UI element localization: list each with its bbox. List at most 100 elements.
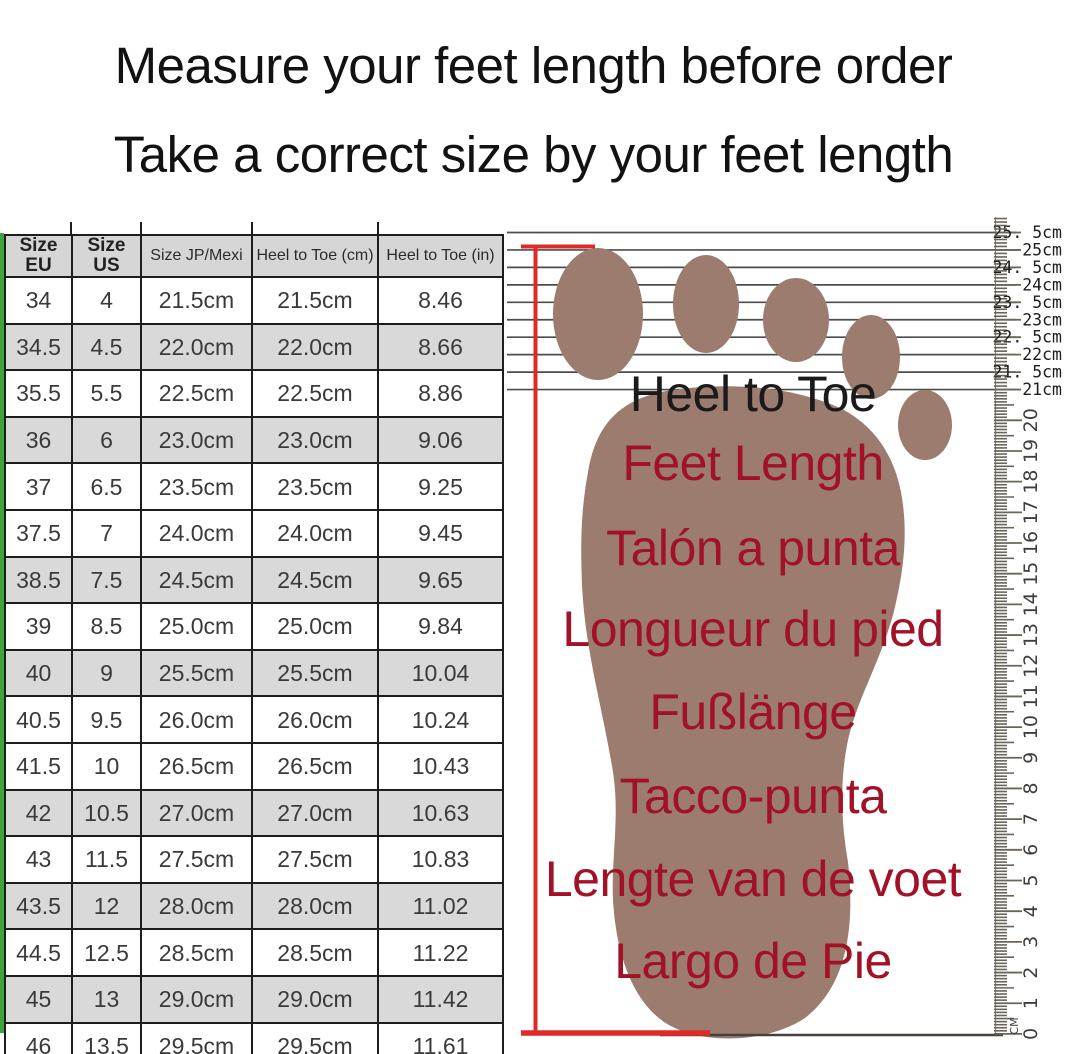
size-cell: 9.45 xyxy=(377,508,504,558)
size-cell: 4 xyxy=(71,276,142,325)
size-cell: 7 xyxy=(71,508,142,558)
foot-length-label: Heel to Toe xyxy=(629,366,877,422)
size-cell: 22.5cm xyxy=(140,369,253,418)
size-cell: 25.5cm xyxy=(251,648,379,698)
column-header: Heel to Toe (in) xyxy=(377,234,504,278)
foot-length-label: Tacco-punta xyxy=(619,768,887,824)
size-cell: 24.5cm xyxy=(140,555,253,605)
size-cell: 11.61 xyxy=(377,1021,504,1054)
ruler-unit-label: CM xyxy=(1008,1017,1021,1034)
size-cell: 38.5 xyxy=(4,555,73,605)
page-title-line2: Take a correct size by your feet length xyxy=(113,126,954,183)
table-row: 44.5 12.5 28.5cm 28.5cm 11.22 xyxy=(4,928,504,977)
ruler-number: 12 xyxy=(1020,654,1042,678)
ruler-cm-label: 21cm xyxy=(1022,380,1062,399)
ruler-cm-label: 22cm xyxy=(1022,345,1062,364)
page-title-line1: Measure your feet length before order xyxy=(114,37,953,94)
size-chart-body: 34 4 21.5cm 21.5cm 8.46 34.5 4.5 22.0cm 22.0cm 8.… xyxy=(4,276,504,1054)
size-cell: 37 xyxy=(4,462,73,511)
size-cell: 45 xyxy=(4,974,73,1024)
ruler-number: 4 xyxy=(1020,905,1042,917)
size-cell: 6 xyxy=(71,415,142,465)
table-row: 37 6.5 23.5cm 23.5cm 9.25 xyxy=(4,462,504,511)
table-border-stub xyxy=(70,222,72,234)
ruler-number: 8 xyxy=(1020,782,1042,794)
size-cell: 28.0cm xyxy=(251,881,379,931)
second-toe-shape xyxy=(673,255,739,353)
size-cell: 29.5cm xyxy=(140,1021,253,1054)
size-cell: 24.0cm xyxy=(251,508,379,558)
size-cell: 29.0cm xyxy=(140,974,253,1024)
size-cell: 10.83 xyxy=(377,835,504,884)
ruler-number: 6 xyxy=(1020,844,1042,856)
size-chart-table: Size EU Size US Size JP/Mexi Heel to Toe (c… xyxy=(4,234,504,1054)
size-cell: 7.5 xyxy=(71,555,142,605)
foot-length-label: Lengte van de voet xyxy=(544,851,962,907)
size-cell: 13 xyxy=(71,974,142,1024)
size-cell: 24.0cm xyxy=(140,508,253,558)
size-cell: 8.46 xyxy=(377,276,504,325)
size-cell: 12.5 xyxy=(71,928,142,977)
sole-shape xyxy=(581,386,905,1039)
big-toe-shape xyxy=(553,248,643,380)
foot-length-label: Talón a punta xyxy=(606,520,900,576)
size-cell: 28.0cm xyxy=(140,881,253,931)
size-cell: 27.5cm xyxy=(140,835,253,884)
size-cell: 9 xyxy=(71,648,142,698)
ruler-cm-label: 21. 5cm xyxy=(992,363,1062,382)
size-cell: 13.5 xyxy=(71,1021,142,1054)
ruler-number: 10 xyxy=(1020,715,1042,739)
foot-length-label: Largo de Pie xyxy=(614,933,892,989)
size-cell: 27.5cm xyxy=(251,835,379,884)
little-toe-shape xyxy=(898,390,952,460)
table-row: 38.5 7.5 24.5cm 24.5cm 9.65 xyxy=(4,555,504,605)
size-cell: 39 xyxy=(4,602,73,651)
size-cell: 26.0cm xyxy=(140,695,253,744)
ruler-cm-label: 25. 5cm xyxy=(992,223,1062,242)
size-cell: 8.86 xyxy=(377,369,504,418)
foot-length-label: Feet Length xyxy=(622,435,884,491)
size-cell: 28.5cm xyxy=(251,928,379,977)
size-cell: 10.24 xyxy=(377,695,504,744)
size-cell: 44.5 xyxy=(4,928,73,977)
size-cell: 42 xyxy=(4,788,73,838)
table-border-stub xyxy=(140,222,142,234)
table-row: 40.5 9.5 26.0cm 26.0cm 10.24 xyxy=(4,695,504,744)
size-cell: 25.0cm xyxy=(140,602,253,651)
size-cell: 27.0cm xyxy=(140,788,253,838)
size-cell: 10.63 xyxy=(377,788,504,838)
size-cell: 24.5cm xyxy=(251,555,379,605)
table-row: 45 13 29.0cm 29.0cm 11.42 xyxy=(4,974,504,1024)
size-cell: 27.0cm xyxy=(251,788,379,838)
size-cell: 9.25 xyxy=(377,462,504,511)
size-cell: 26.0cm xyxy=(251,695,379,744)
size-cell: 37.5 xyxy=(4,508,73,558)
column-header: Size JP/Mexi xyxy=(140,234,253,278)
size-cell: 11.02 xyxy=(377,881,504,931)
size-cell: 11.42 xyxy=(377,974,504,1024)
size-cell: 11.22 xyxy=(377,928,504,977)
size-cell: 41.5 xyxy=(4,741,73,791)
size-cell: 36 xyxy=(4,415,73,465)
size-cell: 23.0cm xyxy=(251,415,379,465)
table-row: 42 10.5 27.0cm 27.0cm 10.63 xyxy=(4,788,504,838)
size-cell: 46 xyxy=(4,1021,73,1054)
table-border-stub xyxy=(377,222,379,234)
ruler-number: 14 xyxy=(1020,592,1042,616)
size-cell: 9.5 xyxy=(71,695,142,744)
size-cell: 9.06 xyxy=(377,415,504,465)
ruler-number: 16 xyxy=(1020,531,1042,555)
size-cell: 28.5cm xyxy=(140,928,253,977)
size-cell: 23.5cm xyxy=(140,462,253,511)
size-cell: 8.66 xyxy=(377,322,504,372)
size-cell: 21.5cm xyxy=(251,276,379,325)
size-cell: 10.04 xyxy=(377,648,504,698)
table-row: 39 8.5 25.0cm 25.0cm 9.84 xyxy=(4,602,504,651)
size-cell: 40 xyxy=(4,648,73,698)
size-cell: 22.0cm xyxy=(251,322,379,372)
column-header: Heel to Toe (cm) xyxy=(251,234,379,278)
ruler-number: 0 xyxy=(1020,1028,1042,1040)
size-cell: 29.5cm xyxy=(251,1021,379,1054)
table-row: 43 11.5 27.5cm 27.5cm 10.83 xyxy=(4,835,504,884)
ruler-cm-label: 25cm xyxy=(1022,240,1062,259)
